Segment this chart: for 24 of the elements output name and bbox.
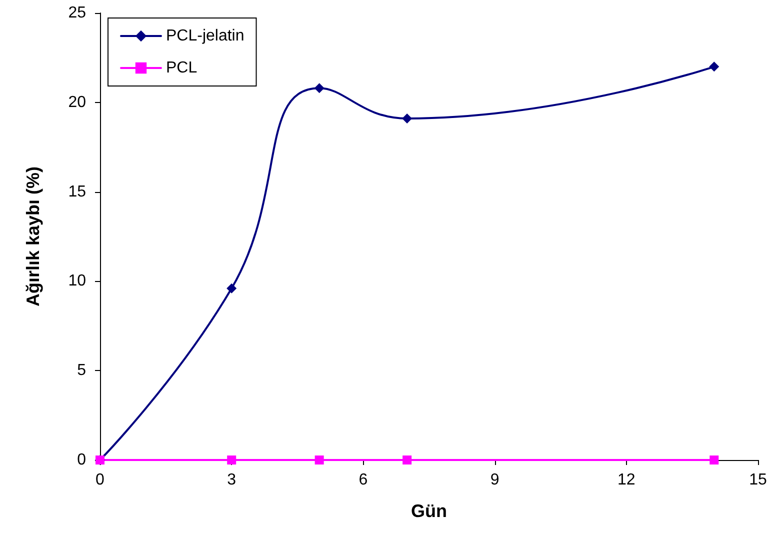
- point: [226, 283, 237, 294]
- x-tick-label: 12: [618, 472, 636, 488]
- x-tick-label: 6: [358, 472, 368, 488]
- point: [227, 456, 236, 464]
- y-tick-label: 5: [77, 362, 86, 380]
- point: [402, 456, 412, 464]
- legend-label: PCL-jelatin: [166, 28, 244, 44]
- y-tick-label: 0: [77, 452, 86, 468]
- point: [402, 113, 412, 124]
- x-tick-label: 0: [96, 472, 105, 488]
- x-tick-label: 15: [749, 472, 767, 488]
- y-tick-label: 10: [68, 272, 86, 290]
- y-axis-title: Ağırlık kaybı (%): [23, 166, 43, 307]
- x-tick-label: 3: [227, 472, 236, 488]
- point: [709, 62, 720, 72]
- x-axis-title: Gün: [411, 501, 447, 521]
- point: [314, 456, 324, 464]
- x-tick-label: 9: [490, 472, 500, 488]
- y-tick-label: 20: [68, 94, 86, 111]
- y-tick-label: 25: [68, 4, 86, 22]
- y-tick-label: 15: [68, 183, 86, 200]
- point: [710, 456, 719, 464]
- legend-label: PCL: [166, 60, 198, 76]
- point: [314, 83, 324, 94]
